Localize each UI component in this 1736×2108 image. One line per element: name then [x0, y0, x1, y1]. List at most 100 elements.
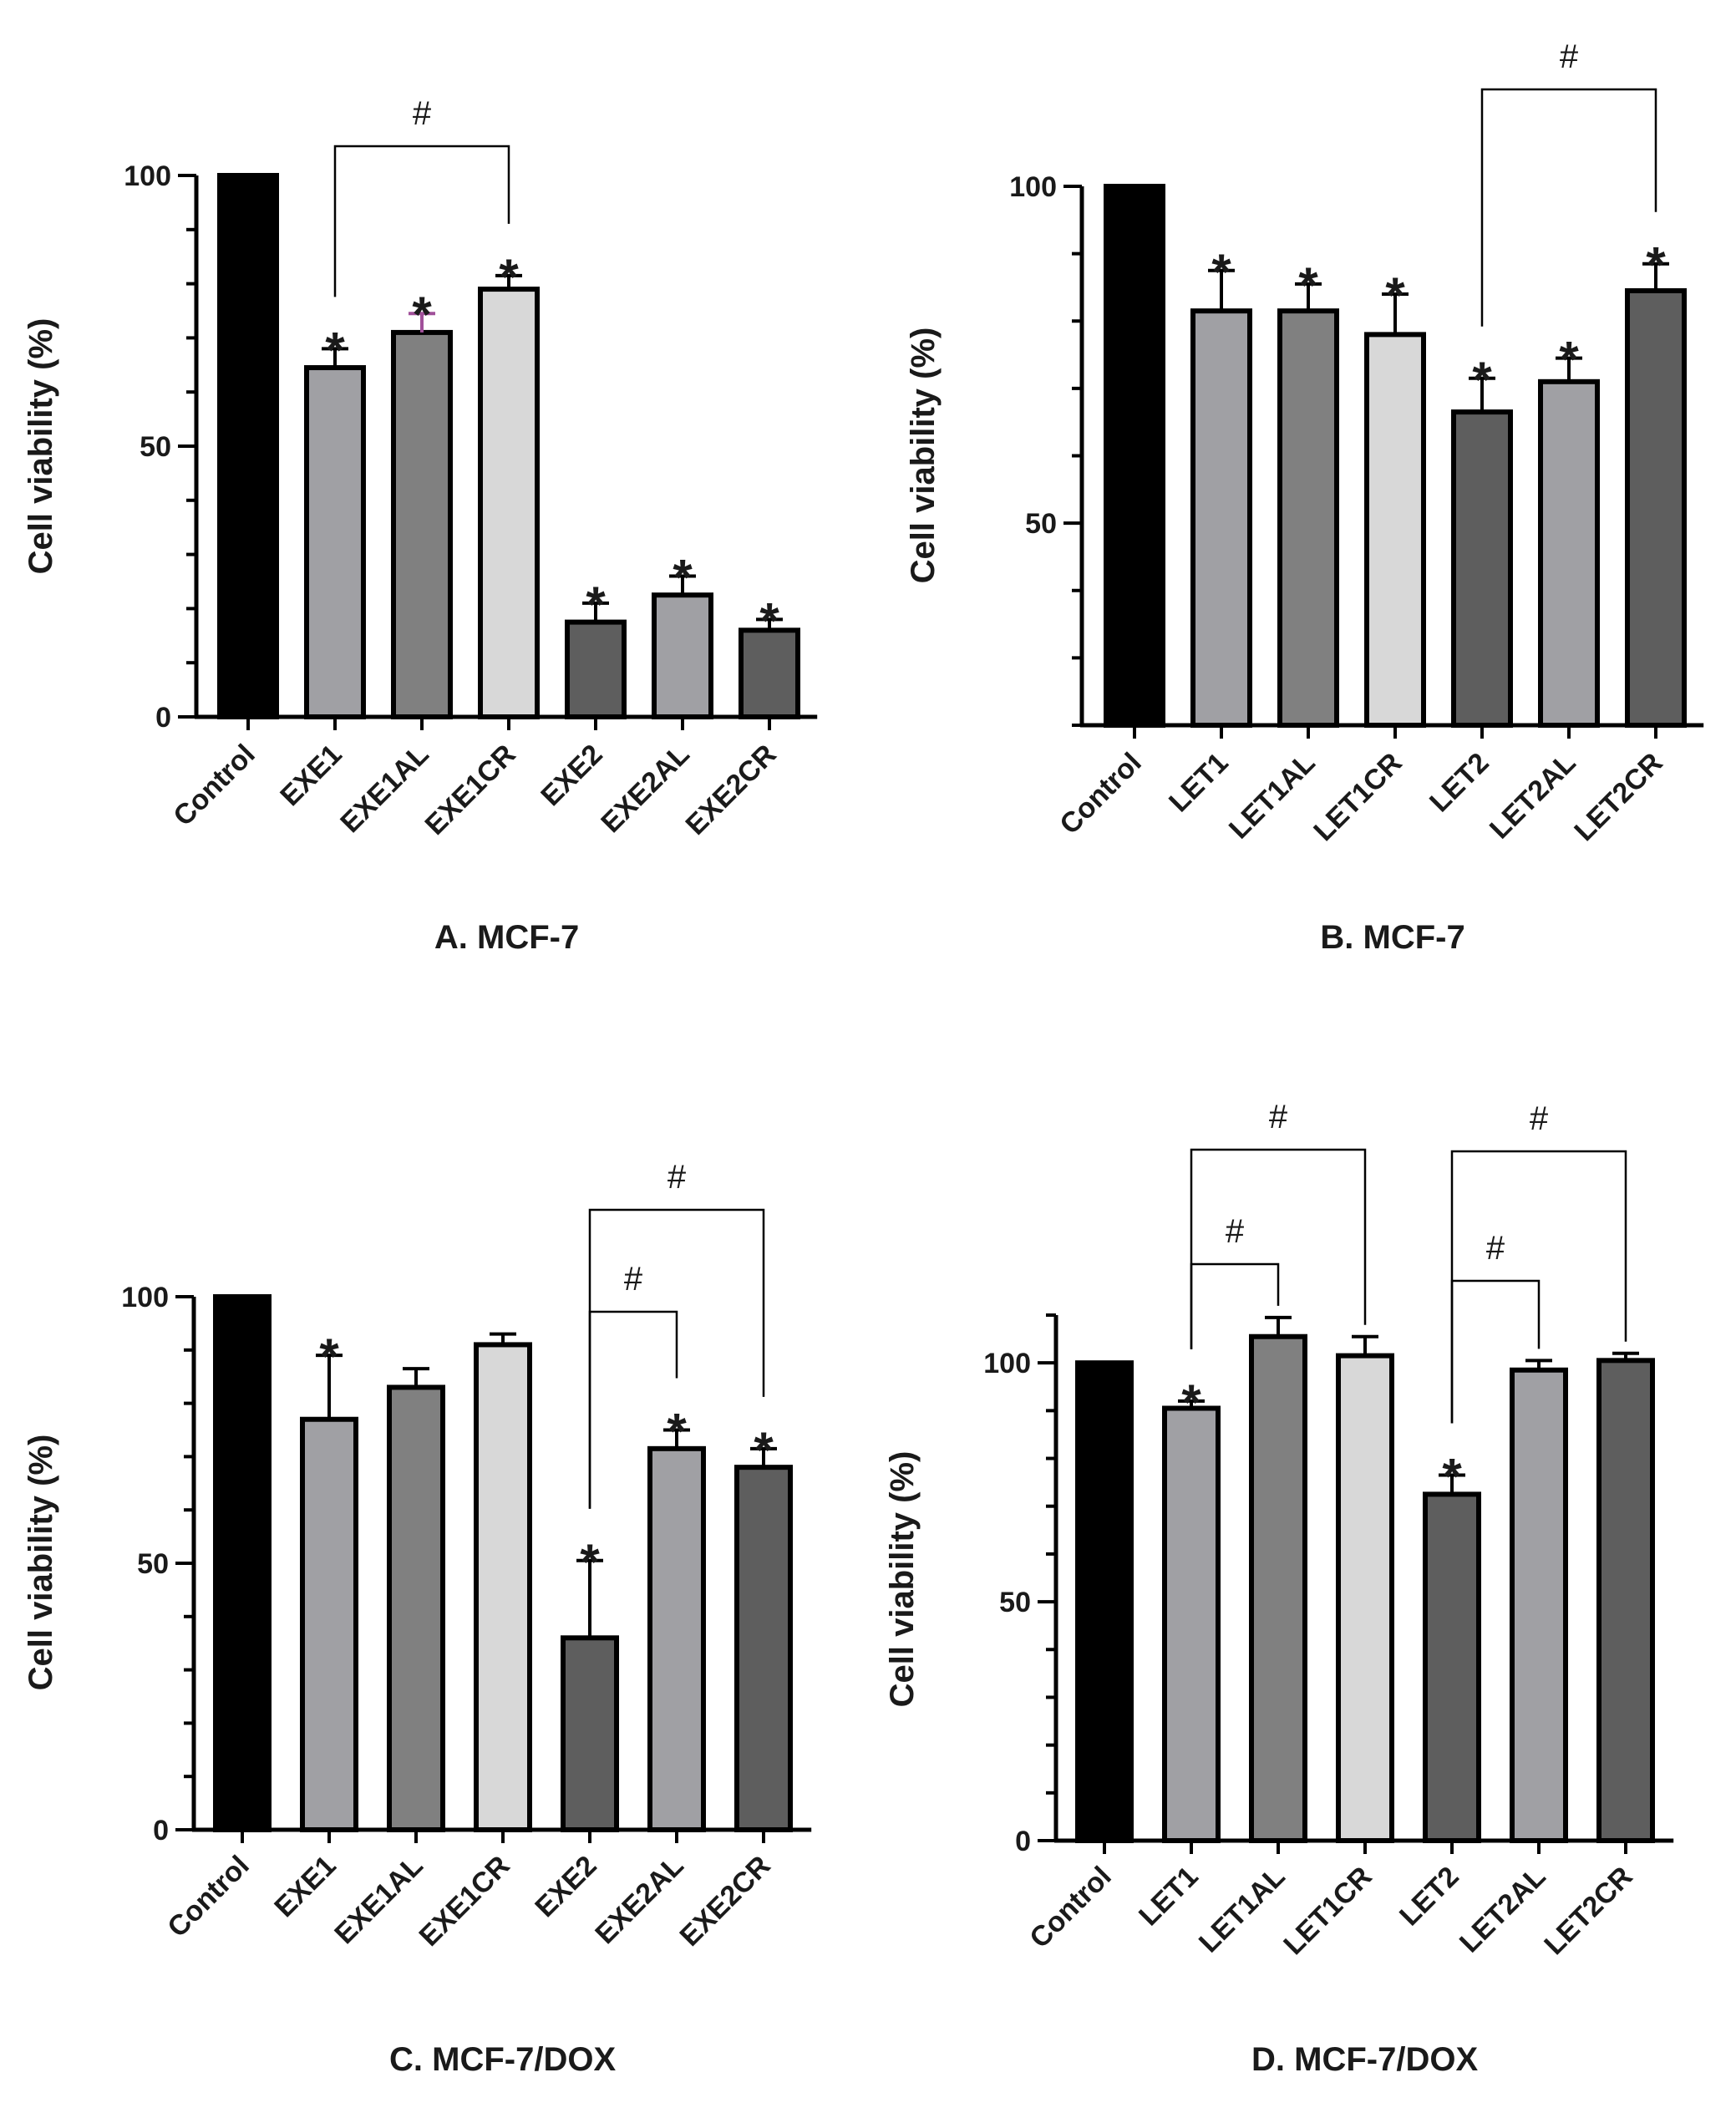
bar-exe1	[304, 365, 366, 719]
significance-star: *	[1181, 1374, 1201, 1430]
bar-exe2cr	[734, 1465, 793, 1833]
significance-star: *	[580, 1534, 600, 1590]
x-tick-label: LET1CR	[1307, 747, 1408, 847]
x-tick-label: LET2AL	[1484, 747, 1582, 846]
bar-exe2al	[652, 592, 713, 720]
bar-let2al	[1510, 1367, 1568, 1843]
significance-star: *	[1298, 257, 1318, 313]
y-tick-label: 50	[140, 431, 171, 463]
y-tick-label: 50	[999, 1587, 1031, 1618]
x-tick-label: EXE1	[274, 739, 348, 812]
x-tick-label: Control	[161, 1850, 255, 1943]
y-tick-label: 0	[153, 1815, 169, 1846]
significance-star: *	[1646, 237, 1666, 293]
y-tick-label: 50	[137, 1548, 169, 1580]
bracket-label: #	[1486, 1230, 1505, 1267]
y-tick-label: 0	[155, 702, 171, 734]
x-tick-label: LET2	[1424, 747, 1495, 819]
bar-let2cr	[1625, 287, 1687, 728]
significance-star: *	[1559, 332, 1579, 388]
x-tick-label: EXE2AL	[595, 739, 695, 839]
bar-let2	[1423, 1491, 1481, 1843]
bar-exe1al	[391, 329, 453, 719]
bar-let2	[1451, 409, 1513, 728]
y-axis-title: Cell viability (%)	[905, 328, 942, 584]
panel-title: B. MCF-7	[1320, 919, 1464, 956]
bar-exe1cr	[474, 1342, 532, 1833]
significance-star: *	[1442, 1449, 1462, 1505]
significance-bracket	[1450, 1150, 1627, 1424]
x-tick-label: Control	[1053, 747, 1147, 841]
x-tick-label: LET2AL	[1454, 1861, 1552, 1959]
significance-star: *	[754, 1422, 774, 1478]
significance-star: *	[1472, 352, 1492, 408]
bar-control	[217, 173, 279, 719]
significance-bracket	[1480, 88, 1657, 327]
y-tick-label: 100	[121, 1282, 169, 1313]
significance-bracket	[588, 1208, 765, 1509]
bar-exe2al	[647, 1445, 706, 1832]
x-tick-label: LET2	[1393, 1861, 1465, 1933]
x-tick-label: LET2CR	[1538, 1861, 1638, 1961]
y-tick-label: 100	[124, 160, 171, 192]
significance-star: *	[586, 577, 606, 632]
bar-exe1	[300, 1416, 358, 1832]
significance-star: *	[412, 287, 432, 343]
x-tick-label: EXE2AL	[589, 1850, 689, 1950]
x-tick-label: LET1	[1133, 1861, 1205, 1933]
bar-let1cr	[1364, 332, 1426, 728]
bar-control	[1104, 184, 1165, 728]
significance-star: *	[667, 1404, 687, 1460]
bracket-label: #	[413, 95, 432, 132]
bar-let1	[1162, 1405, 1221, 1843]
panel-title: A. MCF-7	[434, 919, 579, 956]
x-tick-label: EXE1AL	[328, 1850, 429, 1950]
bar-let2al	[1538, 378, 1600, 728]
bar-let1cr	[1336, 1353, 1394, 1843]
x-tick-label: EXE2	[535, 739, 608, 812]
bar-let2cr	[1596, 1358, 1655, 1843]
bracket-label: #	[1226, 1213, 1245, 1250]
y-tick-label: 50	[1025, 508, 1057, 540]
panel-title: C. MCF-7/DOX	[389, 2041, 616, 2078]
significance-star: *	[759, 592, 779, 648]
bracket-label: #	[624, 1261, 643, 1298]
bar-exe2	[565, 619, 627, 719]
x-tick-label: LET2CR	[1568, 747, 1668, 847]
x-tick-label: Control	[167, 739, 261, 832]
bar-exe1cr	[478, 287, 540, 719]
bar-exe1al	[387, 1384, 445, 1832]
y-axis-title: Cell viability (%)	[23, 318, 59, 575]
x-tick-label: EXE1AL	[334, 739, 434, 839]
y-tick-label: 100	[1009, 171, 1057, 203]
x-tick-label: LET1AL	[1223, 747, 1322, 846]
bar-control	[1075, 1360, 1134, 1843]
y-axis-title: Cell viability (%)	[23, 1435, 59, 1691]
x-tick-label: EXE1CR	[419, 739, 522, 841]
x-tick-label: EXE1CR	[414, 1850, 516, 1953]
significance-star: *	[1211, 244, 1231, 300]
significance-star: *	[1385, 267, 1405, 323]
bracket-label: #	[667, 1159, 687, 1196]
bar-let1al	[1277, 308, 1339, 728]
x-tick-label: EXE2	[529, 1850, 602, 1923]
bar-exe2	[561, 1635, 619, 1832]
y-tick-label: 100	[983, 1348, 1031, 1379]
x-tick-label: EXE2CR	[680, 739, 783, 841]
x-tick-label: LET1CR	[1277, 1861, 1378, 1961]
x-tick-label: Control	[1023, 1861, 1117, 1954]
panel-title: D. MCF-7/DOX	[1251, 2041, 1478, 2078]
x-tick-label: EXE1	[268, 1850, 342, 1923]
significance-star: *	[673, 550, 693, 606]
bar-control	[213, 1294, 272, 1832]
x-tick-label: LET1	[1163, 747, 1235, 819]
significance-star: *	[325, 322, 345, 378]
significance-star: *	[499, 249, 519, 305]
y-tick-label: 0	[1015, 1826, 1031, 1857]
bar-let1	[1190, 308, 1252, 728]
